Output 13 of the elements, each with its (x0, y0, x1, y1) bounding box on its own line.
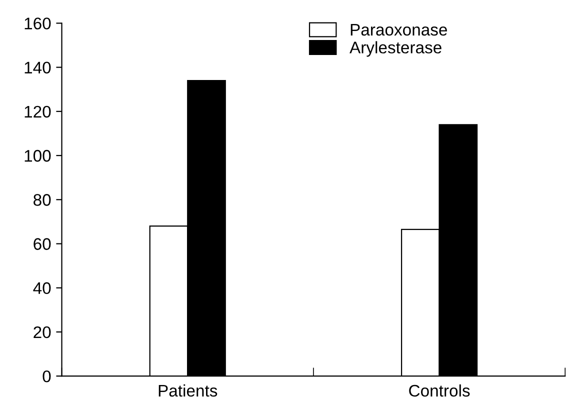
x-tick-label: Patients (158, 384, 218, 397)
y-tick-label: 160 (24, 18, 51, 30)
legend-label: Arylesterase (350, 41, 442, 57)
y-tick-label: 0 (42, 370, 51, 382)
y-tick-label: 80 (34, 194, 51, 206)
y-tick-label: 140 (24, 62, 51, 74)
y-tick-label: 120 (24, 106, 51, 118)
y-tick-label: 100 (24, 150, 51, 162)
y-tick-label: 20 (34, 326, 51, 338)
y-tick-label: 60 (34, 238, 51, 250)
y-tick-label: 40 (33, 282, 51, 294)
x-tick-label: Controls (409, 384, 470, 397)
legend-label: Paraoxonase (350, 24, 447, 36)
